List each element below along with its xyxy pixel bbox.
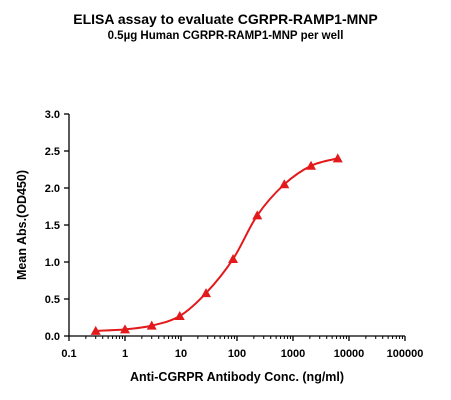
data-point-triangle xyxy=(306,160,317,170)
x-tick-label: 100000 xyxy=(387,348,424,360)
data-point-triangle xyxy=(332,153,343,163)
data-point-triangle xyxy=(252,210,263,220)
chart-title: ELISA assay to evaluate CGRPR-RAMP1-MNP xyxy=(73,11,378,27)
x-tick-label: 0.1 xyxy=(61,348,76,360)
y-tick-label: 2.0 xyxy=(45,183,60,195)
y-tick-label: 1.5 xyxy=(45,220,60,232)
data-point-triangle xyxy=(228,254,239,264)
series-curve xyxy=(95,157,339,332)
data-point-triangle xyxy=(146,320,157,330)
y-tick-label: 3.0 xyxy=(45,109,60,121)
x-tick-label: 10000 xyxy=(334,348,365,360)
chart-subtitle: 0.5µg Human CGRPR-RAMP1-MNP per well xyxy=(107,30,344,42)
data-point-triangle xyxy=(279,179,290,189)
data-point-triangle xyxy=(201,288,212,298)
data-point-triangle xyxy=(174,311,185,321)
x-tick-label: 100 xyxy=(228,348,246,360)
y-tick-label: 1.0 xyxy=(45,257,60,269)
data-point-triangle xyxy=(120,324,130,334)
y-tick-label: 0.5 xyxy=(45,294,60,306)
y-tick-label: 0.0 xyxy=(45,331,60,343)
x-axis-label: Anti-CGRPR Antibody Conc. (ng/ml) xyxy=(130,370,344,384)
y-tick-label: 2.5 xyxy=(45,146,60,158)
x-tick-label: 1 xyxy=(122,348,128,360)
x-tick-label: 1000 xyxy=(281,348,305,360)
data-point-triangle xyxy=(90,325,101,335)
x-tick-label: 10 xyxy=(175,348,187,360)
y-axis-label: Mean Abs.(OD450) xyxy=(15,170,29,280)
